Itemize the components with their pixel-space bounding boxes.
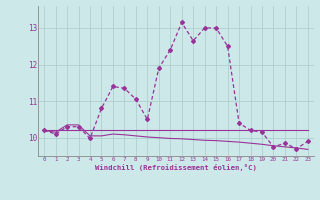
X-axis label: Windchill (Refroidissement éolien,°C): Windchill (Refroidissement éolien,°C) bbox=[95, 164, 257, 171]
